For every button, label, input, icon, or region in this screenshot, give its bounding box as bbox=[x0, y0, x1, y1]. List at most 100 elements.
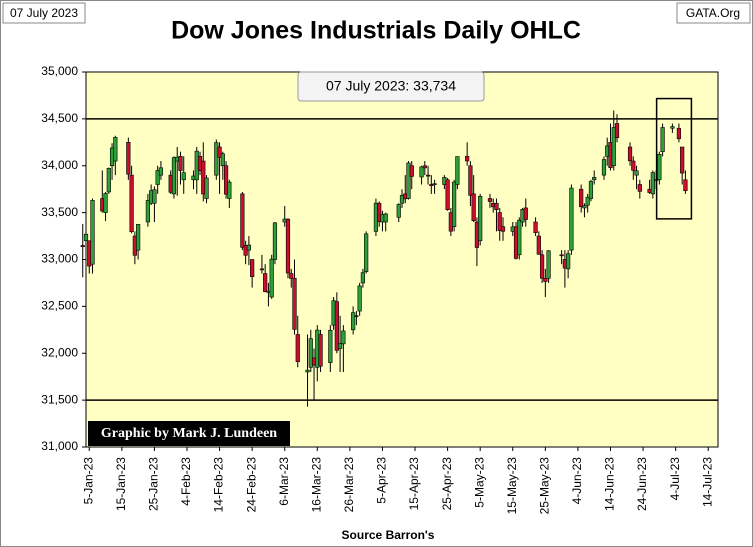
candle-body bbox=[240, 193, 245, 248]
candle-body bbox=[308, 338, 313, 368]
candle-body bbox=[227, 181, 232, 199]
candle-body bbox=[487, 198, 493, 202]
plot-area bbox=[85, 71, 719, 448]
candle-body bbox=[601, 159, 607, 176]
x-tick-label: 24-Feb-23 bbox=[244, 457, 258, 513]
annotation: 07 July 2023: 33,734 bbox=[326, 78, 456, 94]
y-tick-label: 33,500 bbox=[41, 205, 78, 219]
candle-body bbox=[246, 244, 251, 251]
candle-body bbox=[455, 156, 460, 185]
candle-body bbox=[106, 167, 111, 193]
candle-body bbox=[250, 259, 255, 277]
candle-body bbox=[364, 233, 369, 272]
candle-body bbox=[357, 285, 362, 312]
candle-body bbox=[178, 156, 183, 171]
x-tick-label: 15-Jan-23 bbox=[114, 457, 128, 511]
candle-body bbox=[559, 254, 564, 257]
x-tick-label: 4-Feb-23 bbox=[179, 457, 193, 506]
candle-body bbox=[158, 167, 164, 176]
candle-body bbox=[377, 202, 382, 223]
credit-box bbox=[88, 421, 290, 446]
x-tick-label: 14-Feb-23 bbox=[212, 457, 226, 513]
candle-body bbox=[627, 146, 633, 162]
candle-body bbox=[220, 153, 225, 167]
candle-body bbox=[539, 254, 545, 279]
candle-body bbox=[214, 142, 219, 176]
candle-body bbox=[126, 142, 131, 175]
candle-body bbox=[471, 193, 476, 221]
candle-body bbox=[259, 268, 265, 271]
candle-body bbox=[634, 170, 639, 176]
candle-body bbox=[155, 170, 160, 185]
x-tick-label: 14-Jun-23 bbox=[603, 457, 617, 511]
x-tick-label: 6-Mar-23 bbox=[277, 457, 291, 506]
candle-body bbox=[637, 184, 642, 192]
candle-body bbox=[582, 205, 587, 209]
date-box bbox=[2, 2, 86, 24]
candle-body bbox=[80, 245, 85, 248]
candle-body bbox=[90, 200, 95, 265]
candle-body bbox=[452, 181, 457, 227]
annotation-box bbox=[297, 71, 485, 102]
date-label: 07 July 2023 bbox=[10, 6, 78, 20]
candle-body bbox=[334, 301, 339, 351]
candle-body bbox=[592, 177, 597, 181]
candle-body bbox=[289, 273, 294, 279]
credit: Graphic by Mark J. Lundeen bbox=[101, 426, 277, 441]
candle-body bbox=[338, 343, 343, 349]
candle-body bbox=[614, 123, 620, 139]
x-tick-label: 14-Jul-23 bbox=[700, 457, 714, 507]
candle-body bbox=[611, 127, 616, 167]
highlight-box bbox=[655, 97, 693, 220]
x-tick-label: 25-May-23 bbox=[538, 457, 552, 515]
candle-body bbox=[585, 196, 590, 206]
x-axis-label: Source Barron's bbox=[342, 528, 435, 542]
candle-body bbox=[660, 127, 665, 152]
candle-body bbox=[500, 226, 506, 232]
x-tick-label: 26-Mar-23 bbox=[342, 457, 356, 513]
candle-body bbox=[269, 258, 274, 298]
y-tick-label: 32,000 bbox=[41, 345, 78, 359]
y-tick-label: 33,000 bbox=[41, 252, 78, 266]
candle-body bbox=[223, 165, 229, 195]
candle-body bbox=[263, 273, 268, 292]
y-tick-label: 34,500 bbox=[41, 111, 78, 125]
candle-body bbox=[465, 156, 470, 162]
candle-body bbox=[113, 137, 118, 162]
candle-body bbox=[497, 212, 502, 231]
candle-body bbox=[631, 160, 636, 171]
x-tick-label: 25-Jan-23 bbox=[147, 457, 161, 511]
candle-body bbox=[588, 181, 594, 199]
candle-body bbox=[285, 218, 291, 274]
candle-body bbox=[217, 146, 222, 158]
y-tick-label: 32,500 bbox=[41, 299, 78, 313]
candle-body bbox=[432, 183, 437, 185]
candle-body bbox=[103, 193, 108, 213]
candle-body bbox=[318, 334, 323, 367]
site-label: GATA.Org bbox=[686, 6, 740, 20]
candle-body bbox=[305, 369, 310, 373]
x-tick-label: 5-Jan-23 bbox=[81, 457, 95, 505]
candle-body bbox=[683, 179, 688, 191]
candle-body bbox=[152, 189, 157, 204]
x-tick-label: 15-May-23 bbox=[505, 457, 519, 515]
chart-title: Dow Jones Industrials Daily OHLC bbox=[171, 17, 581, 45]
candle-body bbox=[136, 224, 141, 251]
x-tick-label: 24-Jun-23 bbox=[635, 457, 649, 511]
candle-body bbox=[569, 187, 574, 251]
candle-body bbox=[680, 146, 685, 174]
candle-body bbox=[201, 160, 206, 195]
candle-body bbox=[425, 174, 431, 177]
candle-body bbox=[341, 330, 346, 345]
y-tick-label: 31,000 bbox=[41, 439, 78, 453]
candle-body bbox=[351, 312, 356, 331]
x-tick-label: 5-May-23 bbox=[472, 457, 486, 508]
candle-body bbox=[670, 126, 675, 129]
y-tick-label: 35,000 bbox=[41, 64, 78, 78]
candle-body bbox=[129, 174, 134, 232]
candle-body bbox=[328, 329, 333, 363]
x-tick-label: 4-Jul-23 bbox=[668, 457, 682, 501]
y-tick-label: 34,000 bbox=[41, 158, 78, 172]
candle-body bbox=[399, 194, 405, 204]
